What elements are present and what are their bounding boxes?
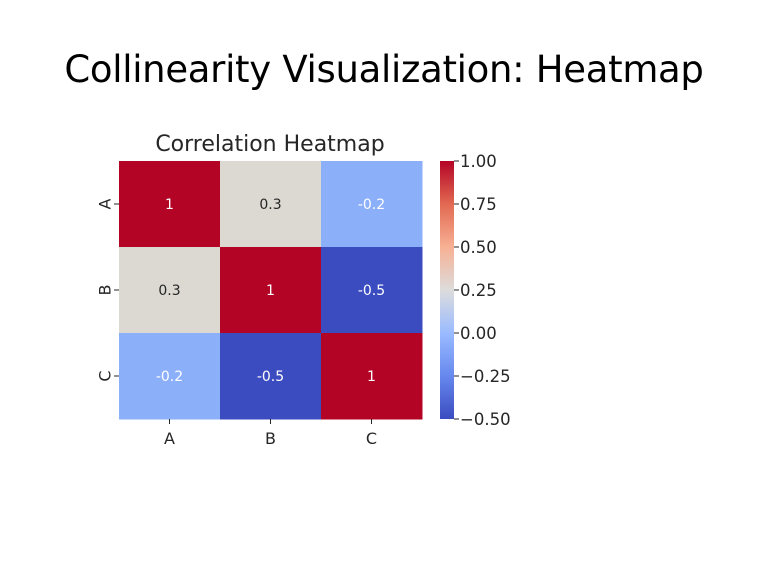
heatmap-cell-A-A (119, 161, 221, 248)
cell-label: 1 (266, 283, 275, 299)
colorbar-tick-label: 1.00 (460, 152, 497, 171)
colorbar-tick-label: −0.25 (460, 367, 511, 386)
colorbar-tick-label: 0.25 (460, 281, 497, 300)
colorbar-tick-label: −0.50 (460, 410, 511, 429)
colorbar-tick-label: 0.75 (460, 195, 497, 214)
heatmap-cells: 1 0.3 -0.2 0.3 1 -0.5 -0.2 -0.5 1 (119, 161, 423, 420)
heatmap-cell-A-B (220, 161, 322, 248)
y-tick-label: B (96, 285, 115, 296)
colorbar-gradient (440, 161, 454, 419)
x-tick-label: C (366, 429, 377, 448)
heatmap-cell-A-C (321, 161, 423, 248)
x-tick-label: A (164, 429, 175, 448)
colorbar: 1.00 0.75 0.50 0.25 0.00 −0.25 −0.50 (440, 152, 511, 429)
y-axis: A B C (96, 198, 119, 382)
heatmap-cell-C-B (220, 333, 322, 420)
y-tick-label: A (96, 198, 115, 209)
cell-label: 1 (367, 369, 376, 385)
cell-label: 1 (165, 197, 174, 213)
slide-title: Collinearity Visualization: Heatmap (64, 48, 704, 91)
chart-title: Correlation Heatmap (155, 132, 384, 157)
y-tick-label: C (96, 370, 115, 381)
cell-label: 0.3 (158, 283, 180, 299)
cell-label: -0.2 (156, 369, 183, 385)
heatmap-cell-C-C (321, 333, 423, 420)
cell-label: -0.2 (358, 197, 385, 213)
heatmap-cell-B-B (220, 247, 322, 334)
x-axis: A B C (164, 419, 377, 448)
heatmap-cell-B-C (321, 247, 423, 334)
colorbar-tick-label: 0.00 (460, 324, 497, 343)
cell-label: -0.5 (257, 369, 284, 385)
heatmap-cell-C-A (119, 333, 221, 420)
colorbar-tick-label: 0.50 (460, 238, 497, 257)
cell-label: -0.5 (358, 283, 385, 299)
cell-label: 0.3 (259, 197, 281, 213)
x-tick-label: B (265, 429, 276, 448)
heatmap-cell-B-A (119, 247, 221, 334)
